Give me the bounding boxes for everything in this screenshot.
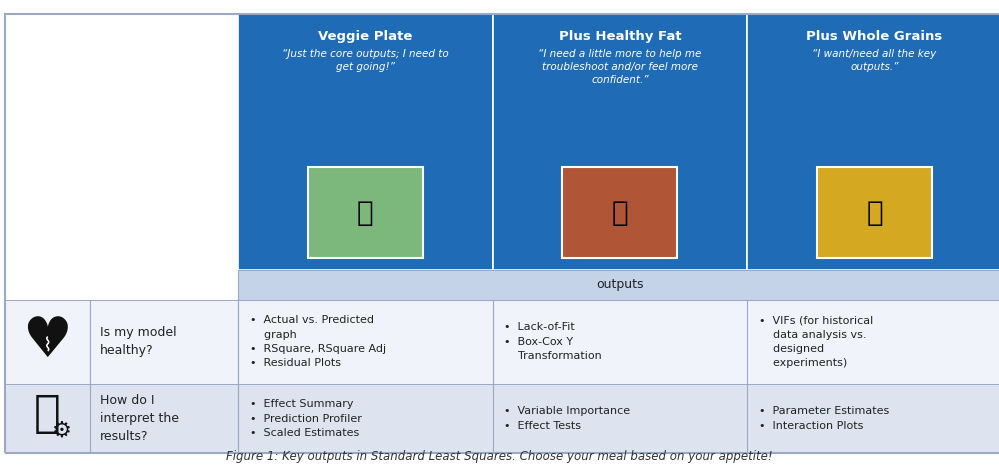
Text: “I need a little more to help me
troubleshoot and/or feel more
confident.”: “I need a little more to help me trouble…: [538, 49, 701, 85]
Text: ♥: ♥: [23, 315, 72, 369]
Text: 🥗: 🥗: [357, 199, 374, 227]
FancyBboxPatch shape: [5, 300, 999, 384]
Text: “I want/need all the key
outputs.”: “I want/need all the key outputs.”: [812, 49, 937, 72]
Text: 🍣: 🍣: [611, 199, 628, 227]
Text: outputs: outputs: [596, 279, 643, 291]
FancyBboxPatch shape: [817, 167, 932, 258]
FancyBboxPatch shape: [238, 270, 999, 300]
Text: •  Parameter Estimates
•  Interaction Plots: • Parameter Estimates • Interaction Plot…: [759, 406, 889, 431]
Text: “Just the core outputs; I need to
get going!”: “Just the core outputs; I need to get go…: [282, 49, 449, 72]
Text: 🌾: 🌾: [866, 199, 883, 227]
FancyBboxPatch shape: [238, 14, 493, 270]
Text: Plus Healthy Fat: Plus Healthy Fat: [558, 30, 681, 43]
Text: •  Variable Importance
•  Effect Tests: • Variable Importance • Effect Tests: [504, 406, 630, 431]
Text: •  Lack-of-Fit
•  Box-Cox Y
    Transformation: • Lack-of-Fit • Box-Cox Y Transformation: [504, 322, 602, 361]
FancyBboxPatch shape: [562, 167, 677, 258]
Text: 👤: 👤: [34, 392, 61, 435]
Text: Figure 1: Key outputs in Standard Least Squares. Choose your meal based on your : Figure 1: Key outputs in Standard Least …: [226, 450, 773, 463]
FancyBboxPatch shape: [747, 14, 999, 270]
Text: ⚙: ⚙: [52, 420, 73, 440]
FancyBboxPatch shape: [308, 167, 423, 258]
Text: Plus Whole Grains: Plus Whole Grains: [806, 30, 943, 43]
Text: •  Effect Summary
•  Prediction Profiler
•  Scaled Estimates: • Effect Summary • Prediction Profiler •…: [250, 399, 362, 438]
FancyBboxPatch shape: [5, 384, 999, 453]
Text: Veggie Plate: Veggie Plate: [318, 30, 413, 43]
Text: Is my model
healthy?: Is my model healthy?: [100, 326, 177, 357]
FancyBboxPatch shape: [493, 14, 747, 270]
Text: ⌇: ⌇: [43, 337, 52, 356]
Text: How do I
interpret the
results?: How do I interpret the results?: [100, 394, 179, 443]
Text: •  Actual vs. Predicted
    graph
•  RSquare, RSquare Adj
•  Residual Plots: • Actual vs. Predicted graph • RSquare, …: [250, 315, 386, 368]
Text: •  VIFs (for historical
    data analysis vs.
    designed
    experiments): • VIFs (for historical data analysis vs.…: [759, 315, 873, 368]
